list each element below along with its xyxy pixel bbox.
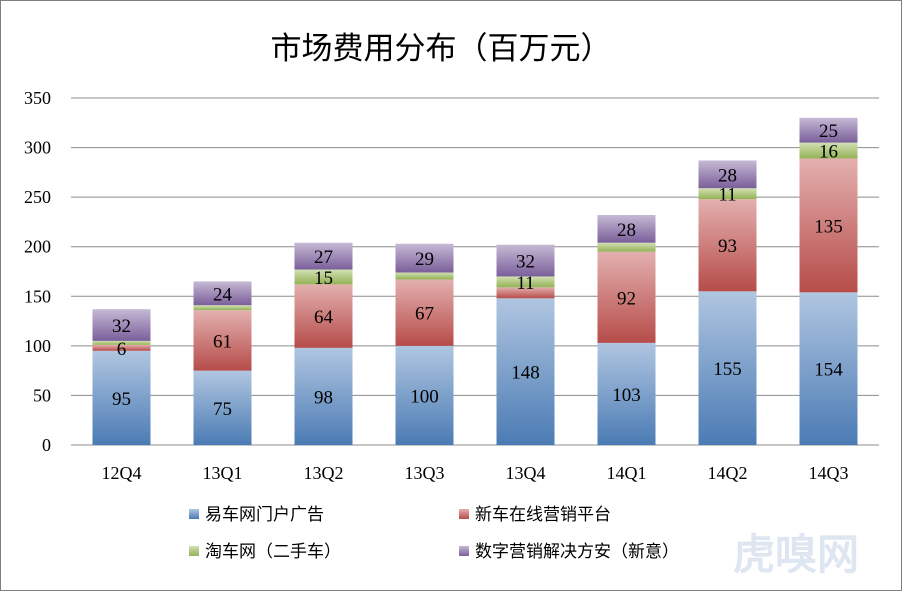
data-label: 28 — [718, 165, 737, 186]
bar-segment — [799, 292, 858, 445]
bar-segment — [496, 298, 555, 445]
data-label: 98 — [314, 387, 333, 408]
y-tick-label: 350 — [24, 88, 51, 108]
bar-segment — [698, 160, 757, 189]
bar-segment — [92, 344, 151, 351]
x-tick-label: 12Q4 — [102, 463, 142, 483]
data-label: 155 — [713, 359, 742, 380]
data-label: 75 — [213, 399, 232, 420]
bar-segment — [395, 279, 454, 346]
bar-segment — [294, 242, 353, 270]
bar-segment — [92, 350, 151, 445]
gridlines — [71, 97, 879, 446]
x-tick-label: 13Q4 — [506, 463, 546, 483]
data-labels: 9563275612498641527100672914811321039228… — [112, 121, 843, 420]
data-label: 100 — [410, 386, 439, 407]
y-tick-label: 200 — [24, 237, 51, 257]
y-tick-label: 150 — [24, 286, 51, 306]
chart-title: 市场费用分布（百万元） — [271, 31, 612, 67]
bar-segment — [294, 347, 353, 445]
bar-segment — [698, 199, 757, 292]
data-label: 103 — [612, 385, 641, 406]
legend-swatch — [189, 509, 199, 519]
bar-segment — [597, 214, 656, 243]
bar-segment — [698, 291, 757, 445]
bar-segment — [799, 158, 858, 293]
bar-segment — [395, 272, 454, 280]
bar-segment — [496, 287, 555, 299]
y-tick-label: 0 — [42, 435, 51, 455]
bar-segment — [597, 251, 656, 343]
bar-segment — [193, 305, 252, 311]
y-tick-label: 50 — [33, 385, 51, 405]
legend-label: 易车网门户广告 — [205, 505, 324, 525]
y-tick-label: 250 — [24, 187, 51, 207]
y-axis-ticks: 0 50 100 150 200 250 300 350 — [24, 88, 51, 455]
y-tick-label: 300 — [24, 138, 51, 158]
bar-segment — [92, 340, 151, 345]
bar-segment — [395, 345, 454, 445]
legend-swatch — [459, 509, 469, 519]
data-label: 93 — [718, 236, 737, 257]
bar-segment — [193, 310, 252, 371]
x-tick-label: 13Q1 — [203, 463, 243, 483]
data-label: 29 — [415, 249, 434, 270]
bar-segment — [395, 243, 454, 273]
data-label: 95 — [112, 389, 131, 410]
data-label: 67 — [415, 304, 434, 325]
data-label: 32 — [112, 316, 131, 337]
data-label: 32 — [516, 252, 535, 273]
x-tick-label: 14Q2 — [708, 463, 748, 483]
data-label: 92 — [617, 288, 636, 309]
data-label: 11 — [516, 273, 534, 294]
data-label: 25 — [819, 121, 838, 142]
data-label: 15 — [314, 268, 333, 289]
data-label: 135 — [814, 216, 843, 237]
bar-segment — [597, 342, 656, 445]
x-tick-label: 13Q3 — [405, 463, 445, 483]
bar-segment — [799, 142, 858, 159]
bar-segment — [193, 281, 252, 306]
data-label: 16 — [819, 142, 838, 163]
x-tick-label: 13Q2 — [304, 463, 344, 483]
x-tick-label: 14Q1 — [607, 463, 647, 483]
legend-label: 数字营销解决方安（新意） — [475, 542, 679, 562]
data-label: 6 — [117, 339, 127, 360]
data-label: 24 — [213, 284, 233, 305]
watermark: 虎嗅网 — [733, 530, 859, 579]
legend-swatch — [189, 546, 199, 556]
bar-segment — [698, 188, 757, 200]
bar-segment — [496, 244, 555, 277]
bar-segment — [294, 284, 353, 348]
legend-swatch — [459, 546, 469, 556]
legend-label: 新车在线营销平台 — [475, 505, 611, 525]
data-label: 148 — [511, 363, 540, 384]
bar-segment — [92, 309, 151, 341]
bar-segment — [496, 276, 555, 288]
bar-segment — [294, 269, 353, 285]
bar-segment — [597, 242, 656, 252]
bar-segment — [799, 117, 858, 143]
x-axis-ticks: 12Q4 13Q1 13Q2 13Q3 13Q4 14Q1 14Q2 14Q3 — [102, 463, 849, 483]
data-label: 61 — [213, 331, 232, 352]
legend-label: 淘车网（二手车） — [205, 542, 341, 562]
data-label: 11 — [718, 185, 736, 206]
data-label: 28 — [617, 220, 636, 241]
bars — [92, 117, 858, 445]
data-label: 154 — [814, 360, 843, 381]
y-tick-label: 100 — [24, 336, 51, 356]
data-label: 64 — [314, 307, 334, 328]
data-label: 27 — [314, 247, 333, 268]
bar-segment — [193, 370, 252, 445]
x-tick-label: 14Q3 — [809, 463, 849, 483]
